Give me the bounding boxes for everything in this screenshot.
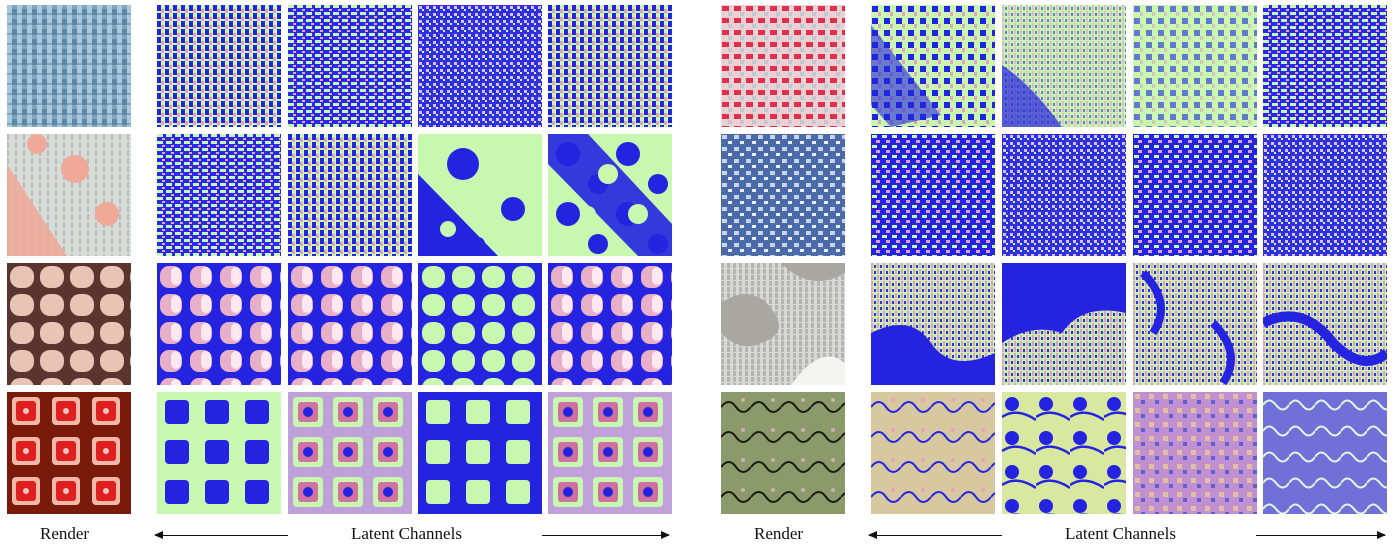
latent-channel-image [1002,5,1126,127]
left-arrow-line [154,530,288,539]
latent-channel-image [871,134,995,256]
latent-channel-image [1133,134,1257,256]
latent-channel-image [548,392,672,514]
latent-channel-image [418,134,542,256]
render-image [721,392,845,514]
render-caption-right: Render [754,524,804,543]
render-image [7,5,131,127]
latent-channel-image [157,392,281,514]
latent-channel-image [1263,392,1387,514]
right-arrow-line [1256,530,1386,539]
render-image [7,263,131,385]
latent-channels-caption-right: Latent Channels [1065,524,1176,543]
latent-channel-image [548,5,672,127]
right-arrow-line [542,530,670,539]
latent-channel-image [1002,392,1126,514]
render-image [721,134,845,256]
latent-channel-image [1002,263,1126,385]
latent-channel-image [1133,5,1257,127]
render-image [7,392,131,514]
latent-channel-image [548,134,672,256]
latent-channel-image [418,392,542,514]
latent-channel-image [871,263,995,385]
render-image [7,134,131,256]
latent-channel-image [157,5,281,127]
latent-channel-image [1263,263,1387,385]
render-image [721,263,845,385]
latent-channel-image [418,263,542,385]
latent-channel-image [157,134,281,256]
latent-channel-image [1002,134,1126,256]
latent-channel-image [288,134,412,256]
latent-channels-caption-left: Latent Channels [351,524,462,543]
render-caption-left: Render [40,524,90,543]
latent-channel-image [1133,263,1257,385]
latent-channel-image [548,263,672,385]
latent-channel-image [288,263,412,385]
latent-channel-image [157,263,281,385]
left-arrow-line [868,530,1002,539]
latent-channel-image [418,5,542,127]
render-image [721,5,845,127]
latent-channel-image [288,392,412,514]
latent-channel-image [1263,134,1387,256]
latent-channel-image [1263,5,1387,127]
latent-channel-image [871,5,995,127]
latent-channel-image [1133,392,1257,514]
latent-channel-image [871,392,995,514]
latent-channel-image [288,5,412,127]
